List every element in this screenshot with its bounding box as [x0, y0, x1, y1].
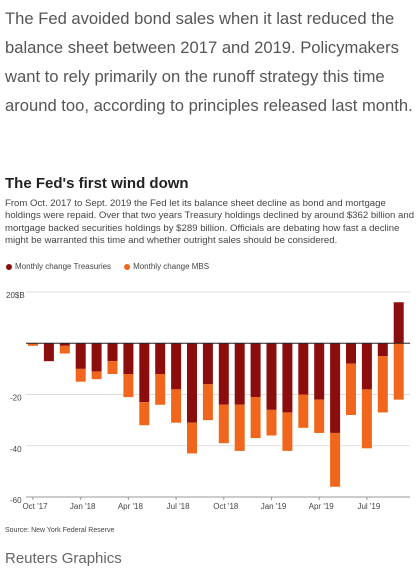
bar — [139, 402, 150, 426]
x-tick-label: Apr '19 — [309, 502, 335, 511]
bar — [202, 384, 213, 421]
y-tick-label: -60 — [10, 496, 22, 505]
bar — [187, 343, 197, 423]
x-tick-label: Jul '18 — [167, 502, 190, 511]
bar — [59, 345, 70, 354]
legend-swatch — [6, 264, 12, 270]
bar — [393, 343, 404, 400]
bar — [234, 404, 245, 451]
bar — [377, 356, 388, 413]
bar — [346, 343, 356, 364]
bar — [202, 343, 213, 385]
bar — [234, 343, 245, 405]
bar — [361, 389, 372, 449]
legend-label: Monthly change MBS — [133, 262, 209, 271]
bar — [298, 343, 309, 395]
bar — [218, 404, 229, 444]
bar — [266, 343, 277, 410]
bar — [250, 343, 261, 398]
bar — [123, 374, 134, 398]
y-tick-label: -40 — [10, 445, 22, 454]
chart-title: The Fed's first wind down — [5, 175, 189, 192]
bar — [139, 343, 150, 403]
x-tick-label: Jul '19 — [357, 502, 380, 511]
bar — [361, 343, 372, 390]
bar — [59, 343, 70, 346]
bar — [393, 302, 404, 344]
bar — [250, 397, 261, 439]
bar — [171, 343, 182, 390]
bar — [43, 343, 54, 362]
bar — [91, 343, 102, 372]
bar — [75, 368, 86, 382]
bar — [346, 363, 356, 415]
bar — [298, 394, 309, 428]
x-tick-label: Jan '18 — [70, 502, 96, 511]
bar — [314, 343, 325, 400]
bar — [282, 343, 293, 413]
y-tick-label: 20$B — [6, 291, 25, 300]
bar — [377, 343, 388, 357]
bar — [155, 343, 166, 374]
bar — [75, 343, 86, 369]
x-tick-label: Oct '18 — [213, 502, 239, 511]
x-tick-label: Apr '18 — [118, 502, 144, 511]
legend-label: Monthly change Treasuries — [15, 262, 111, 271]
chart-subtitle: From Oct. 2017 to Sept. 2019 the Fed let… — [5, 198, 415, 247]
bar — [266, 409, 277, 436]
article-paragraph: The Fed avoided bond sales when it last … — [5, 9, 413, 115]
bar — [171, 389, 182, 423]
bar — [330, 343, 341, 433]
bar — [187, 422, 197, 454]
bar — [107, 343, 118, 362]
bar — [28, 343, 38, 346]
bar — [123, 343, 134, 374]
source: Source: New York Federal Reserve — [5, 527, 114, 534]
bar — [314, 399, 325, 433]
bar — [91, 371, 102, 380]
legend-swatch — [124, 264, 131, 270]
x-tick-label: Oct '17 — [22, 502, 48, 511]
bar — [282, 412, 293, 451]
credit: Reuters Graphics — [5, 550, 122, 567]
y-tick-label: -20 — [10, 394, 22, 403]
bar — [155, 374, 166, 405]
bar — [107, 361, 118, 374]
x-tick-label: Jan '19 — [261, 502, 287, 511]
bar — [330, 432, 341, 487]
bar — [218, 343, 229, 405]
